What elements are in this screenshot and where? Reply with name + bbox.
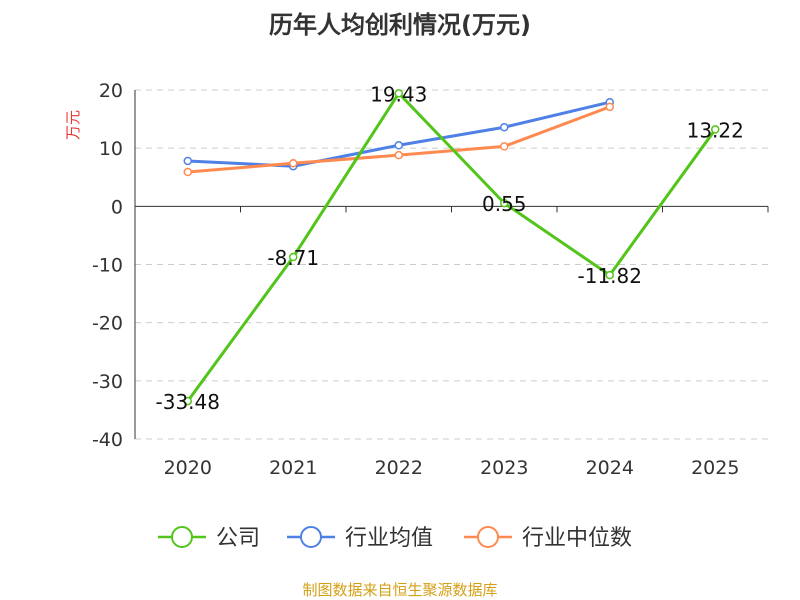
- data-label: -8.71: [267, 246, 319, 270]
- x-tick-label: 2022: [375, 457, 423, 479]
- data-point: [605, 270, 614, 280]
- x-tick-label: 2024: [586, 457, 634, 479]
- data-label: -33.48: [156, 390, 220, 414]
- data-point: [500, 198, 509, 208]
- legend-item[interactable]: 公司: [216, 526, 260, 551]
- legend-marker-icon: [477, 526, 499, 548]
- data-label: 0.55: [482, 192, 527, 216]
- x-tick-label: 2023: [480, 457, 528, 479]
- legend-item[interactable]: 行业中位数: [522, 526, 632, 551]
- data-point: [605, 102, 614, 112]
- legend-marker-icon: [171, 526, 193, 548]
- data-label: 19.43: [370, 82, 427, 106]
- data-label: -11.82: [578, 264, 642, 288]
- data-label: 13.22: [687, 118, 744, 142]
- x-tick-label: 2021: [269, 457, 317, 479]
- data-point: [500, 142, 509, 151]
- y-tick-label: -40: [92, 429, 123, 451]
- data-point: [183, 167, 192, 177]
- data-point: [394, 141, 403, 150]
- data-point: [711, 125, 720, 134]
- x-tick-label: 2025: [691, 457, 739, 479]
- y-tick-label: 10: [99, 138, 123, 160]
- series-line: [186, 90, 717, 402]
- x-tick-label: 2020: [164, 457, 212, 479]
- y-tick-label: 0: [111, 196, 123, 218]
- data-point: [289, 159, 298, 168]
- chart-title: 历年人均创利情况(万元): [269, 11, 531, 39]
- data-point: [500, 122, 509, 132]
- data-point: [183, 396, 192, 406]
- y-tick-label: -10: [92, 255, 123, 277]
- legend-item[interactable]: 行业均值: [345, 526, 433, 551]
- y-axis-label: 万元: [64, 110, 82, 140]
- legend-marker-icon: [300, 526, 322, 548]
- data-point: [289, 252, 298, 262]
- y-tick-label: -20: [92, 313, 123, 335]
- y-tick-label: 20: [99, 80, 123, 102]
- y-tick-label: -30: [92, 371, 123, 393]
- source-note: 制图数据来自恒生聚源数据库: [302, 581, 497, 599]
- data-point: [183, 156, 192, 166]
- data-point: [394, 150, 403, 160]
- data-point: [394, 89, 403, 98]
